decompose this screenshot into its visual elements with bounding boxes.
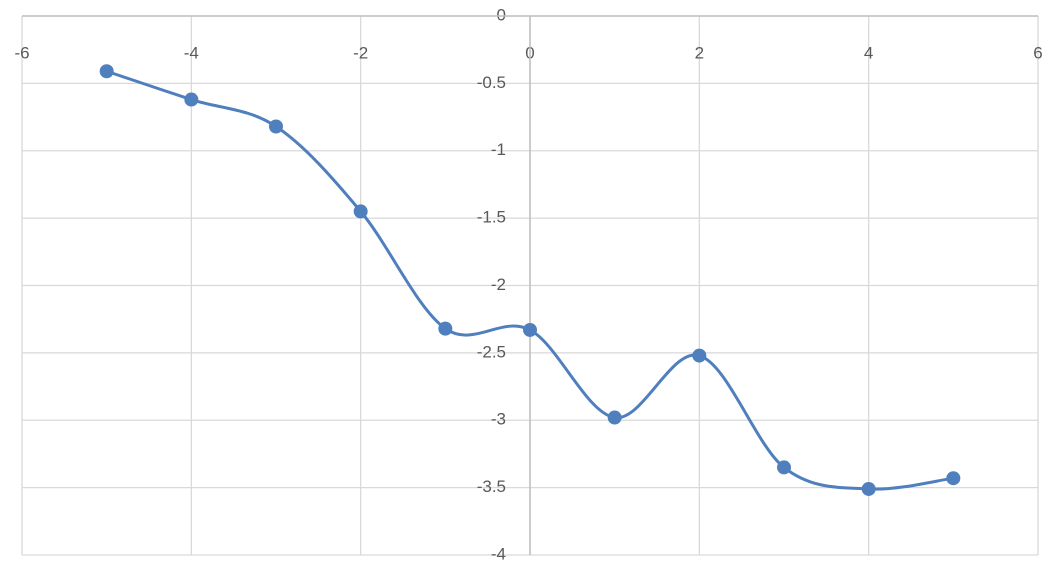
point <box>184 92 199 107</box>
y-tick-label: -1 <box>491 140 506 159</box>
x-tick-label: -6 <box>14 43 29 62</box>
y-tick-label: -3 <box>491 410 506 429</box>
x-tick-label: 6 <box>1033 43 1042 62</box>
y-tick-label: -4 <box>491 544 506 563</box>
x-tick-label: 4 <box>864 43 873 62</box>
x-tick-label: -4 <box>184 43 199 62</box>
y-tick-label: -2.5 <box>477 342 506 361</box>
point <box>99 64 114 79</box>
point <box>692 348 707 363</box>
x-tick-label: 2 <box>695 43 704 62</box>
point <box>353 204 368 219</box>
point <box>523 322 537 337</box>
y-tick-label: -0.5 <box>477 73 506 92</box>
y-tick-label: -2 <box>491 275 506 294</box>
y-tick-label: 0 <box>497 5 506 24</box>
point <box>861 481 876 496</box>
point <box>946 471 961 486</box>
x-tick-label: -2 <box>353 43 368 62</box>
point <box>438 321 453 336</box>
point <box>269 119 283 134</box>
y-tick-label: -1.5 <box>477 208 506 227</box>
y-tick-label: -3.5 <box>477 477 506 496</box>
point <box>607 410 622 425</box>
point <box>777 460 791 475</box>
